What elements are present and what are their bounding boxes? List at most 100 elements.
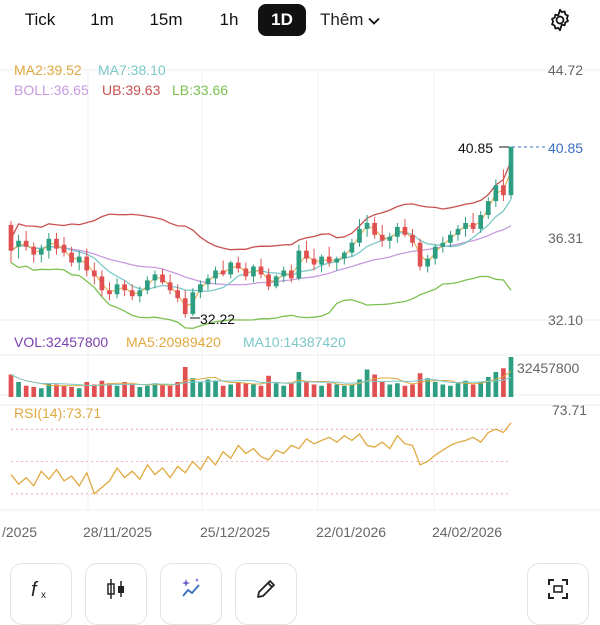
vol-ma10-line	[10, 374, 512, 387]
volume-bar	[182, 367, 188, 397]
volume-bar	[145, 385, 150, 397]
date-label-1: 28/11/2025	[83, 524, 152, 540]
price-tick-mid: 36.31	[548, 230, 583, 246]
volume-bar	[485, 377, 491, 397]
more-dropdown[interactable]: Thêm	[320, 4, 381, 36]
candle-body	[213, 270, 218, 279]
volume-bar	[23, 385, 29, 397]
volume-bar	[387, 384, 393, 397]
volume-bar	[448, 385, 453, 397]
candle-body	[235, 262, 241, 269]
volume-bar	[357, 379, 362, 397]
date-label-4: 24/02/2026	[432, 524, 502, 540]
candle-body	[485, 201, 491, 216]
candle-body	[372, 222, 377, 235]
volume-bar	[372, 374, 377, 397]
candle-body	[402, 226, 408, 235]
candle-body	[311, 258, 317, 265]
volume-bar	[220, 385, 226, 397]
vol-ma10-legend: MA10:14387420	[243, 334, 346, 350]
chart-grid	[0, 69, 600, 511]
candle-body	[228, 262, 234, 275]
volume-bar	[198, 382, 203, 397]
candle-body	[501, 185, 506, 196]
volume-bar	[69, 387, 74, 397]
volume-bar	[16, 382, 21, 397]
lower-band-line	[10, 262, 512, 330]
volume-bar	[288, 383, 294, 397]
indicator-lines	[10, 160, 512, 330]
volume-bar	[107, 383, 112, 397]
volume-bar	[54, 384, 59, 397]
fullscreen-button[interactable]	[527, 563, 589, 625]
candle-body	[23, 240, 29, 247]
candle-body	[334, 258, 340, 263]
volume-bar	[425, 378, 431, 397]
volume-bar	[281, 385, 287, 397]
candle-body	[341, 252, 347, 259]
volume-bar	[304, 382, 309, 397]
candle-body	[99, 276, 105, 291]
volume-bar	[122, 382, 127, 397]
vol-axis-max: 32457800	[517, 360, 580, 376]
draw-tool-button[interactable]	[235, 563, 297, 625]
candle-body	[387, 236, 393, 241]
volume-bar	[311, 384, 317, 397]
volume-bar	[440, 384, 446, 397]
volume-bar	[273, 383, 279, 397]
candle-body	[129, 290, 135, 297]
candle-body	[266, 274, 271, 287]
volume-bar	[243, 383, 249, 397]
stock-chart[interactable]: MA2:39.52 MA7:38.10 BOLL:36.65 UB:39.63 …	[0, 0, 600, 555]
price-tick-top: 44.72	[548, 62, 583, 78]
chevron-down-icon	[368, 17, 381, 25]
ma2-line	[10, 170, 512, 307]
date-label-3: 22/01/2026	[316, 524, 386, 540]
volume-bar	[99, 380, 105, 397]
volume-bar	[341, 385, 347, 397]
candle-body	[145, 280, 150, 291]
candle-body	[167, 282, 173, 291]
gear-icon[interactable]	[547, 7, 573, 33]
volume-bars	[8, 357, 514, 397]
candle-body	[463, 222, 468, 229]
candle-body	[182, 298, 188, 315]
chart-type-button[interactable]	[85, 563, 147, 625]
volume-bar	[38, 388, 44, 397]
volume-bar	[463, 380, 468, 397]
volume-bar	[266, 375, 271, 397]
tab-1d[interactable]: 1D	[258, 4, 306, 36]
vol-legend: VOL:32457800	[14, 334, 108, 350]
candle-body	[38, 248, 44, 255]
volume-bar	[167, 385, 173, 397]
candle-body	[478, 215, 484, 229]
volume-bar	[326, 383, 332, 397]
candle-body	[410, 234, 415, 243]
candle-body	[304, 250, 309, 259]
ub-legend: UB:39.63	[102, 82, 161, 98]
candlestick-icon	[107, 579, 124, 599]
candle-body	[432, 246, 438, 259]
tab-15m[interactable]: 15m	[149, 10, 183, 29]
candle-body	[395, 226, 400, 237]
tab-1m[interactable]: 1m	[90, 10, 114, 29]
volume-bar	[379, 382, 385, 397]
rsi-series	[10, 422, 512, 495]
candle-body	[16, 240, 21, 247]
candle-body	[273, 276, 279, 287]
candle-body	[46, 238, 52, 251]
candlestick-series	[8, 146, 514, 318]
volume-bar	[91, 384, 97, 397]
tab-1h[interactable]: 1h	[219, 10, 239, 29]
tab-tick[interactable]: Tick	[24, 10, 56, 29]
volume-bar	[46, 383, 52, 397]
volume-bar	[129, 384, 135, 397]
candle-body	[190, 292, 196, 315]
ai-analysis-button[interactable]	[160, 563, 222, 625]
volume-bar	[395, 383, 400, 397]
date-label-2: 25/12/2025	[200, 524, 270, 540]
candle-body	[470, 222, 476, 229]
candle-body	[84, 256, 90, 271]
